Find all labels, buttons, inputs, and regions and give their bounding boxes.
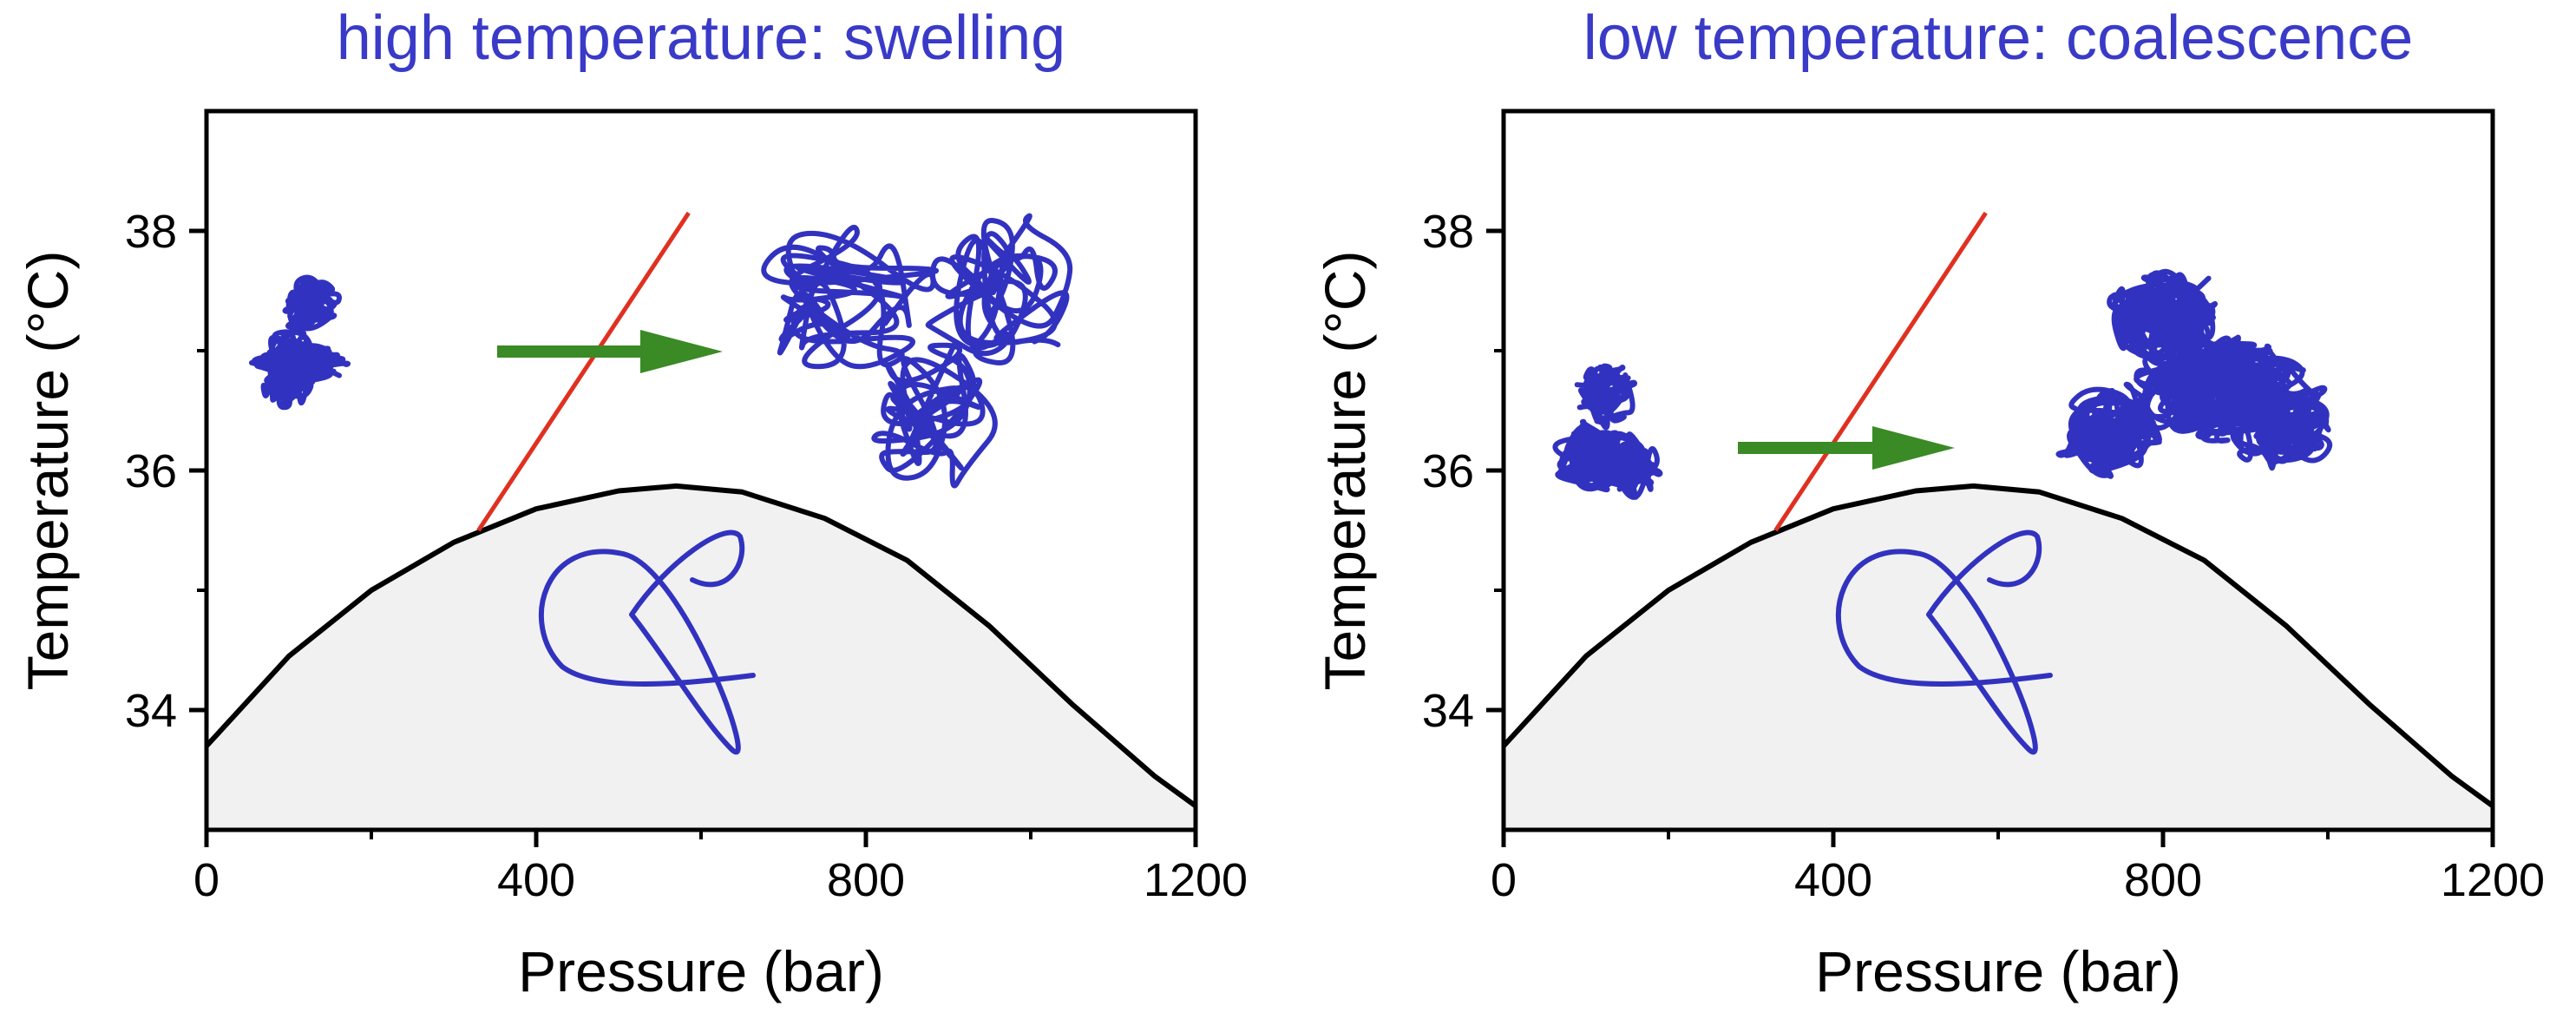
axis-ticks: 0 400 800 1200 34 36 38 <box>125 206 1248 906</box>
small-globule <box>248 274 351 411</box>
axes-box <box>1501 109 2495 832</box>
x-tick-label: 1200 <box>2441 854 2545 906</box>
phase-boundary-line <box>204 483 1197 808</box>
chart-marks <box>1501 211 2494 830</box>
x-axis-title: Pressure (bar) <box>518 939 884 1003</box>
y-tick-label: 34 <box>125 685 177 737</box>
x-tick-label: 1200 <box>1144 854 1248 906</box>
y-tick-label: 38 <box>1422 206 1474 258</box>
phase-boundary-line <box>1501 483 2494 808</box>
x-tick-label: 800 <box>827 854 905 906</box>
y-axis-title: Temperature (°C) <box>16 251 80 691</box>
red-path-line <box>476 211 691 532</box>
x-tick-label: 400 <box>497 854 575 906</box>
panel-title: low temperature: coalescence <box>1583 3 2414 73</box>
x-tick-label: 400 <box>1794 854 1872 906</box>
collapsed-coil <box>1836 530 2053 755</box>
panel-low-temperature: low temperature: coalescence Pressure (b… <box>1313 3 2545 1003</box>
axes-box <box>204 109 1198 832</box>
plot-frame <box>204 109 1198 832</box>
y-tick-label: 38 <box>125 206 177 258</box>
plot-frame <box>1501 109 2495 832</box>
shaded-region <box>206 485 1196 830</box>
y-axis-title: Temperature (°C) <box>1313 251 1377 691</box>
swollen-coils <box>761 213 1073 489</box>
chart-marks <box>204 211 1197 830</box>
x-tick-label: 0 <box>193 854 220 906</box>
red-path-line <box>1773 211 1988 532</box>
panel-title: high temperature: swelling <box>337 3 1065 73</box>
right-arrow <box>1738 426 1955 470</box>
x-tick-label: 800 <box>2124 854 2202 906</box>
y-tick-label: 34 <box>1422 685 1474 737</box>
shaded-region <box>1504 485 2493 830</box>
panel-high-temperature: high temperature: swelling Pressure (bar… <box>16 3 1248 1003</box>
x-tick-label: 0 <box>1491 854 1517 906</box>
y-tick-label: 36 <box>1422 445 1474 497</box>
right-arrow <box>497 330 723 373</box>
x-axis-title: Pressure (bar) <box>1815 939 2181 1003</box>
small-globule <box>1552 363 1663 500</box>
axis-ticks: 0 400 800 1200 34 36 38 <box>1422 206 2545 906</box>
y-tick-label: 36 <box>125 445 177 497</box>
collapsed-coil <box>539 530 756 755</box>
coalesced-globule <box>2055 268 2333 479</box>
